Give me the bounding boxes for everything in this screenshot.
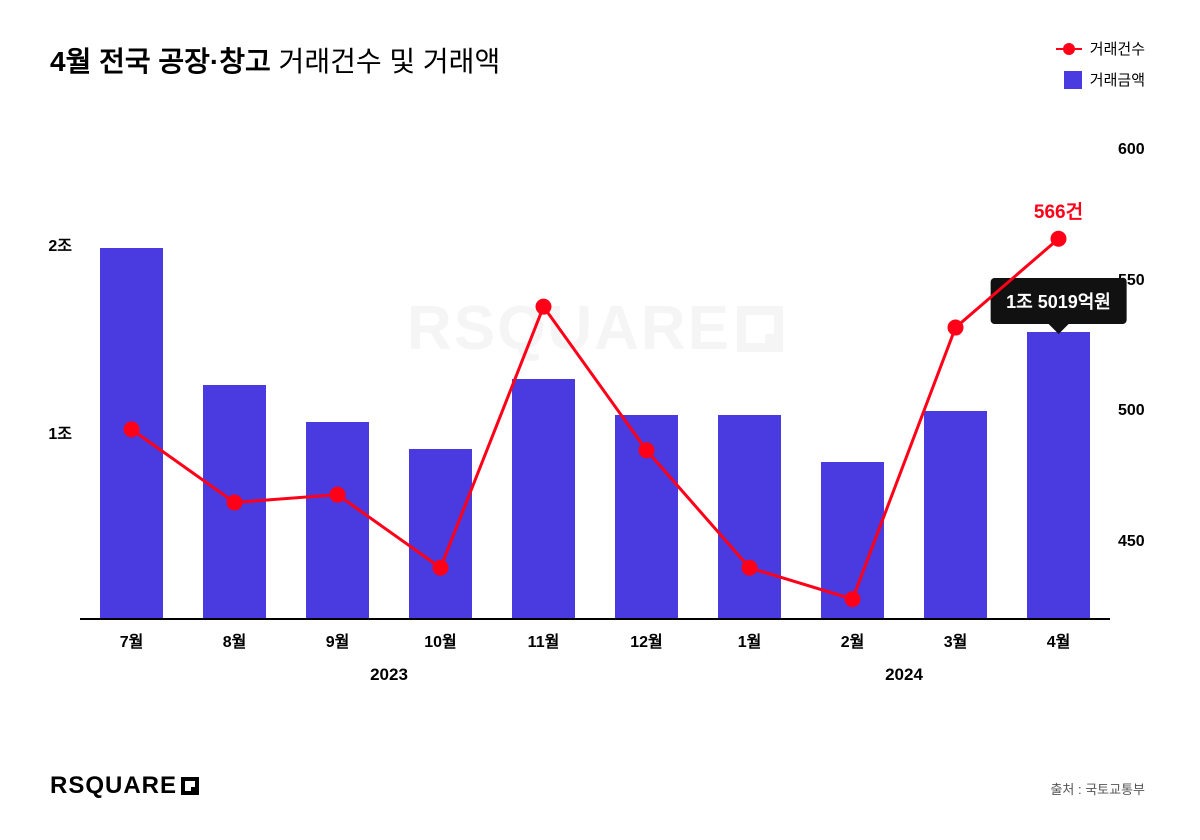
left-axis: 1조 2조 <box>40 150 80 620</box>
year-label: 2023 <box>370 665 408 685</box>
x-label: 2월 <box>841 628 865 652</box>
bar-marker-icon <box>1064 71 1082 89</box>
brand-logo: RSQUARE <box>50 772 199 800</box>
legend-bar: 거래금액 <box>1056 69 1145 90</box>
legend-line-label: 거래건수 <box>1090 38 1145 59</box>
left-tick: 1조 <box>48 420 72 444</box>
x-axis-labels: 7월 8월 9월 10월 11월 12월 1월 2월 3월 4월 <box>80 628 1110 658</box>
x-label: 3월 <box>944 628 968 652</box>
x-label: 9월 <box>326 628 350 652</box>
right-axis: 450500550600 <box>1110 150 1160 620</box>
year-group-labels: 2023 2024 <box>80 665 1110 695</box>
x-label: 10월 <box>424 628 457 652</box>
x-label: 4월 <box>1047 628 1071 652</box>
right-tick: 600 <box>1118 141 1145 159</box>
legend-line: 거래건수 <box>1056 38 1145 59</box>
title-rest: 거래건수 및 거래액 <box>271 46 500 77</box>
chart-area: RSQUARE 1조2조 450500550600 566건1조 5019억원 <box>80 150 1110 620</box>
x-axis-baseline <box>80 618 1110 620</box>
x-label: 12월 <box>630 628 663 652</box>
x-label: 11월 <box>528 628 560 652</box>
right-tick: 450 <box>1118 533 1145 551</box>
chart-title: 4월 전국 공장·창고 거래건수 및 거래액 <box>50 40 500 80</box>
line-marker-icon <box>1056 42 1082 56</box>
x-label: 1월 <box>738 628 762 652</box>
x-label: 8월 <box>223 628 247 652</box>
year-label: 2024 <box>885 665 923 685</box>
legend-bar-label: 거래금액 <box>1090 69 1145 90</box>
x-label: 7월 <box>120 628 144 652</box>
right-tick: 500 <box>1118 402 1145 420</box>
source-text: 출처 : 국토교통부 <box>1050 779 1145 798</box>
logo-square-icon <box>181 777 199 795</box>
line-series <box>80 150 1110 620</box>
title-bold: 4월 전국 공장·창고 <box>50 46 271 77</box>
left-tick: 2조 <box>48 232 72 256</box>
legend: 거래건수 거래금액 <box>1056 38 1145 100</box>
